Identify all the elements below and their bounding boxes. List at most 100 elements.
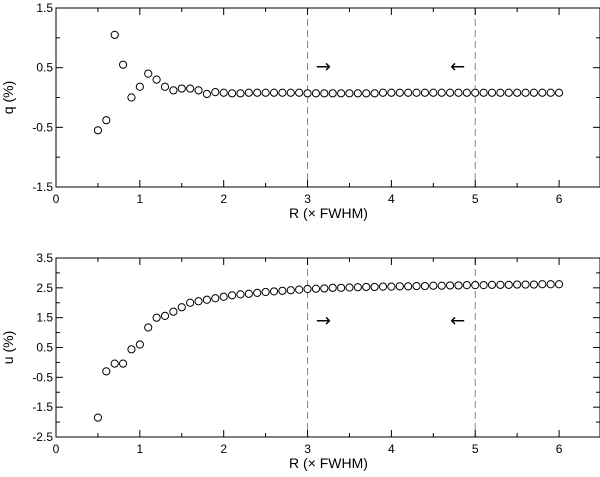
data-point xyxy=(437,281,446,290)
data-point xyxy=(194,86,203,95)
x-tick-label: 2 xyxy=(220,192,227,206)
data-point xyxy=(462,281,471,290)
x-tick-label: 1 xyxy=(137,192,144,206)
data-point xyxy=(169,86,178,95)
data-point xyxy=(286,286,295,295)
data-point xyxy=(454,281,463,290)
data-point xyxy=(529,280,539,289)
data-point xyxy=(127,93,136,102)
data-point xyxy=(429,281,438,290)
data-point xyxy=(378,88,388,97)
data-point xyxy=(160,82,170,91)
right-arrow-annotation: → xyxy=(316,56,331,77)
u-panel: 0 1 2 3 4 5 6 -2.5 -1.5 -0.5 0.5 1.5 2.5 3.5 R (× FWHM… xyxy=(0,251,600,471)
data-point xyxy=(445,281,455,290)
data-point xyxy=(177,84,186,93)
data-point xyxy=(353,283,362,292)
data-point xyxy=(127,345,136,354)
plot-frame xyxy=(55,7,600,188)
data-point xyxy=(387,282,396,291)
x-tick-label: 6 xyxy=(556,442,563,456)
data-point xyxy=(328,283,337,292)
data-point xyxy=(311,89,321,98)
data-point xyxy=(211,294,220,303)
data-point xyxy=(437,88,446,97)
y-tick-label: 3.5 xyxy=(36,251,53,265)
data-point xyxy=(404,88,413,97)
x-tick-label: 4 xyxy=(388,192,395,206)
data-point xyxy=(93,413,103,422)
data-point xyxy=(370,282,379,292)
x-tick-label: 3 xyxy=(304,442,311,456)
y-tick-label: 0.5 xyxy=(36,341,53,355)
data-point xyxy=(554,88,564,97)
x-tick-label: 5 xyxy=(472,192,479,206)
data-point xyxy=(244,289,253,298)
data-point xyxy=(529,88,539,97)
data-point xyxy=(320,284,329,293)
data-point xyxy=(295,285,304,294)
data-point xyxy=(487,280,497,289)
data-point xyxy=(420,88,430,97)
x-tick-label: 3 xyxy=(304,192,311,206)
data-point xyxy=(236,290,245,299)
data-point xyxy=(345,89,354,98)
y-axis-label: q (%) xyxy=(0,81,16,114)
data-point xyxy=(169,307,178,316)
data-point xyxy=(504,88,513,97)
data-point xyxy=(546,280,555,289)
data-point xyxy=(211,88,220,97)
data-point xyxy=(311,284,321,293)
data-point xyxy=(286,88,295,97)
data-point xyxy=(244,88,253,97)
data-point xyxy=(194,297,203,306)
data-point xyxy=(546,88,555,97)
y-tick-label: 1.5 xyxy=(36,311,53,325)
data-point xyxy=(336,89,346,98)
x-tick-label: 1 xyxy=(137,442,144,456)
x-axis-label: R (× FWHM) xyxy=(289,455,368,471)
data-point xyxy=(219,292,228,301)
data-point xyxy=(219,88,228,97)
data-point xyxy=(295,88,304,97)
y-tick-label: -1.5 xyxy=(32,180,53,194)
data-point xyxy=(202,89,212,99)
data-point xyxy=(110,30,119,39)
data-point xyxy=(202,295,212,304)
data-point xyxy=(144,69,153,78)
data-point xyxy=(320,89,329,98)
right-arrow-annotation: → xyxy=(316,311,331,332)
data-point xyxy=(378,282,388,291)
data-point xyxy=(462,88,471,97)
x-tick-label: 0 xyxy=(53,192,60,206)
x-axis-label: R (× FWHM) xyxy=(289,205,368,221)
data-point xyxy=(135,340,144,349)
data-point xyxy=(177,303,186,312)
data-point xyxy=(144,323,153,332)
left-arrow-annotation: ← xyxy=(450,311,465,332)
data-point xyxy=(471,281,480,290)
data-point xyxy=(303,89,312,98)
data-point xyxy=(186,84,195,93)
data-point xyxy=(454,88,463,97)
data-point xyxy=(362,89,371,98)
data-point xyxy=(227,291,237,300)
data-point xyxy=(253,288,262,298)
data-point xyxy=(93,126,103,135)
data-point xyxy=(429,88,438,97)
data-point xyxy=(412,88,421,97)
data-point xyxy=(278,88,287,97)
data-point xyxy=(395,282,404,291)
data-point xyxy=(521,88,530,97)
data-point xyxy=(160,311,170,320)
data-point xyxy=(152,313,161,322)
y-tick-label: 2.5 xyxy=(36,281,53,295)
data-point xyxy=(496,88,505,97)
x-tick-label: 0 xyxy=(53,442,60,456)
y-tick-label: -0.5 xyxy=(32,120,53,134)
x-tick-label: 4 xyxy=(388,442,395,456)
data-point xyxy=(370,89,379,98)
data-point xyxy=(471,88,480,97)
y-tick-label: -2.5 xyxy=(32,430,53,444)
